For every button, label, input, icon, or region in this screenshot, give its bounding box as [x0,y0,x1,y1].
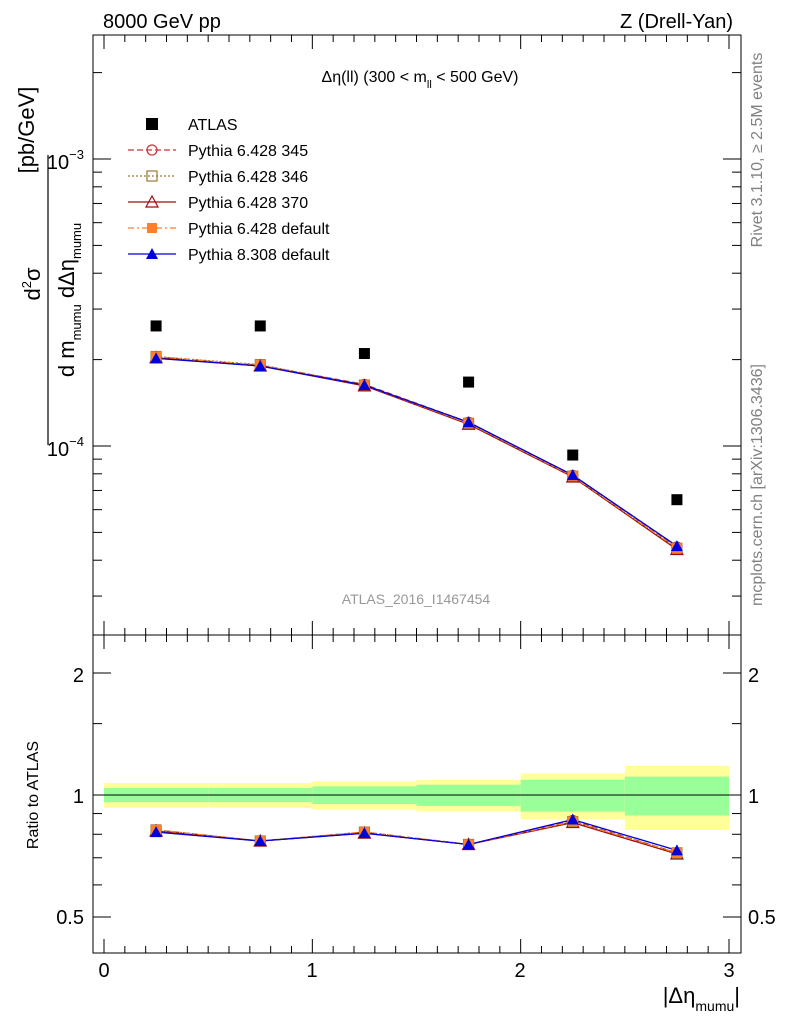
legend-marker-1 [146,144,158,156]
legend-marker-2 [146,170,158,182]
main-line-series-0 [156,356,678,548]
x-tick-label-0: 0 [98,960,109,982]
legend-marker-3 [144,194,160,208]
ratio-line-series-1 [156,820,678,854]
x-tick-label-1: 1 [306,960,317,982]
main-line-series-2 [156,357,678,551]
axis-ticks [93,35,741,953]
ratio-point-series-4-5 [670,844,683,856]
ratio-line-series-3 [156,820,678,854]
legend-marker-4 [147,223,157,233]
main-line-series-3 [156,355,678,549]
x-tick-label-3: 3 [723,960,734,982]
main-point-series-4-0 [150,352,163,364]
main-markers [149,320,684,556]
ratio-uncertainty-bands [104,765,729,830]
main-point-series-4-2 [358,379,371,391]
legend-label-2: Pythia 6.428 346 [188,169,308,186]
atlas-point-4 [567,449,579,461]
x-axis-title: |Δηmumu| [663,983,740,1014]
main-point-series-4-1 [254,359,267,371]
legend-label-4: Pythia 6.428 default [188,221,330,238]
legend-marker-5 [146,248,158,259]
atlas-point-5 [671,494,683,506]
ratio-y-tick-label-right-2: 2 [748,665,759,687]
main-point-series-4-5 [670,540,683,552]
ratio-band-stat-5 [624,776,729,816]
ratio-y-tick-label-right-0.5: 0.5 [748,907,776,929]
header-channel: Z (Drell-Yan) [620,11,733,33]
ratio-line-series-0 [156,819,678,854]
atlas-point-1 [254,320,266,332]
plot-subtitle: Δη(ll) (300 < mll < 500 GeV) [322,69,519,91]
header-process: 8000 GeV pp [103,11,221,33]
legend-label-0: ATLAS [188,117,238,134]
legend-label-3: Pythia 6.428 370 [188,195,308,212]
ratio-band-stat-4 [520,779,625,812]
ratio-y-tick-label-right-1: 1 [748,786,759,808]
ratio-markers [149,813,684,860]
svg-text:d2σ: d2σ [19,267,45,300]
main-line-series-4 [156,357,678,547]
ratio-y-tick-label-2: 2 [73,665,84,687]
ratio-line-series-4 [156,818,678,852]
y-axis-unit: [pb/GeV] [14,87,39,174]
main-line-series-1 [156,355,678,549]
legend [128,118,176,259]
ratio-point-series-4-2 [358,827,371,839]
ratio-point-series-4-0 [150,826,163,838]
legend-label-5: Pythia 8.308 default [188,247,330,264]
atlas-point-3 [463,376,475,388]
atlas-point-0 [150,320,162,332]
atlas-point-2 [358,348,370,360]
legend-marker-0 [146,118,158,130]
main-mc-lines [156,355,678,551]
y-axis-title-main: d2σ d mmumu dΔηmumu [19,155,84,445]
ratio-point-series-4-4 [566,813,579,825]
side-label-mcplots: mcplots.cern.ch [arXiv:1306.3436] [749,364,766,606]
ratio-point-series-4-3 [462,838,475,850]
ratio-mc-lines [156,818,678,855]
ratio-y-tick-label-1: 1 [73,786,84,808]
main-point-series-4-4 [566,469,579,481]
ratio-y-tick-label-0.5: 0.5 [56,907,84,929]
y-axis-title-ratio: Ratio to ATLAS [25,741,42,849]
x-tick-label-2: 2 [514,960,525,982]
side-label-rivet: Rivet 3.1.10, ≥ 2.5M events [749,53,766,248]
y-tick-label-1e-4: 10−4 [47,434,84,461]
main-point-series-4-3 [462,416,475,428]
y-tick-label-1e-3: 10−3 [47,147,84,174]
legend-label-1: Pythia 6.428 345 [188,143,308,160]
ratio-point-series-4-1 [254,835,267,847]
svg-text:d mmumu dΔηmumu: d mmumu dΔηmumu [54,223,84,377]
analysis-watermark: ATLAS_2016_I1467454 [342,591,491,607]
